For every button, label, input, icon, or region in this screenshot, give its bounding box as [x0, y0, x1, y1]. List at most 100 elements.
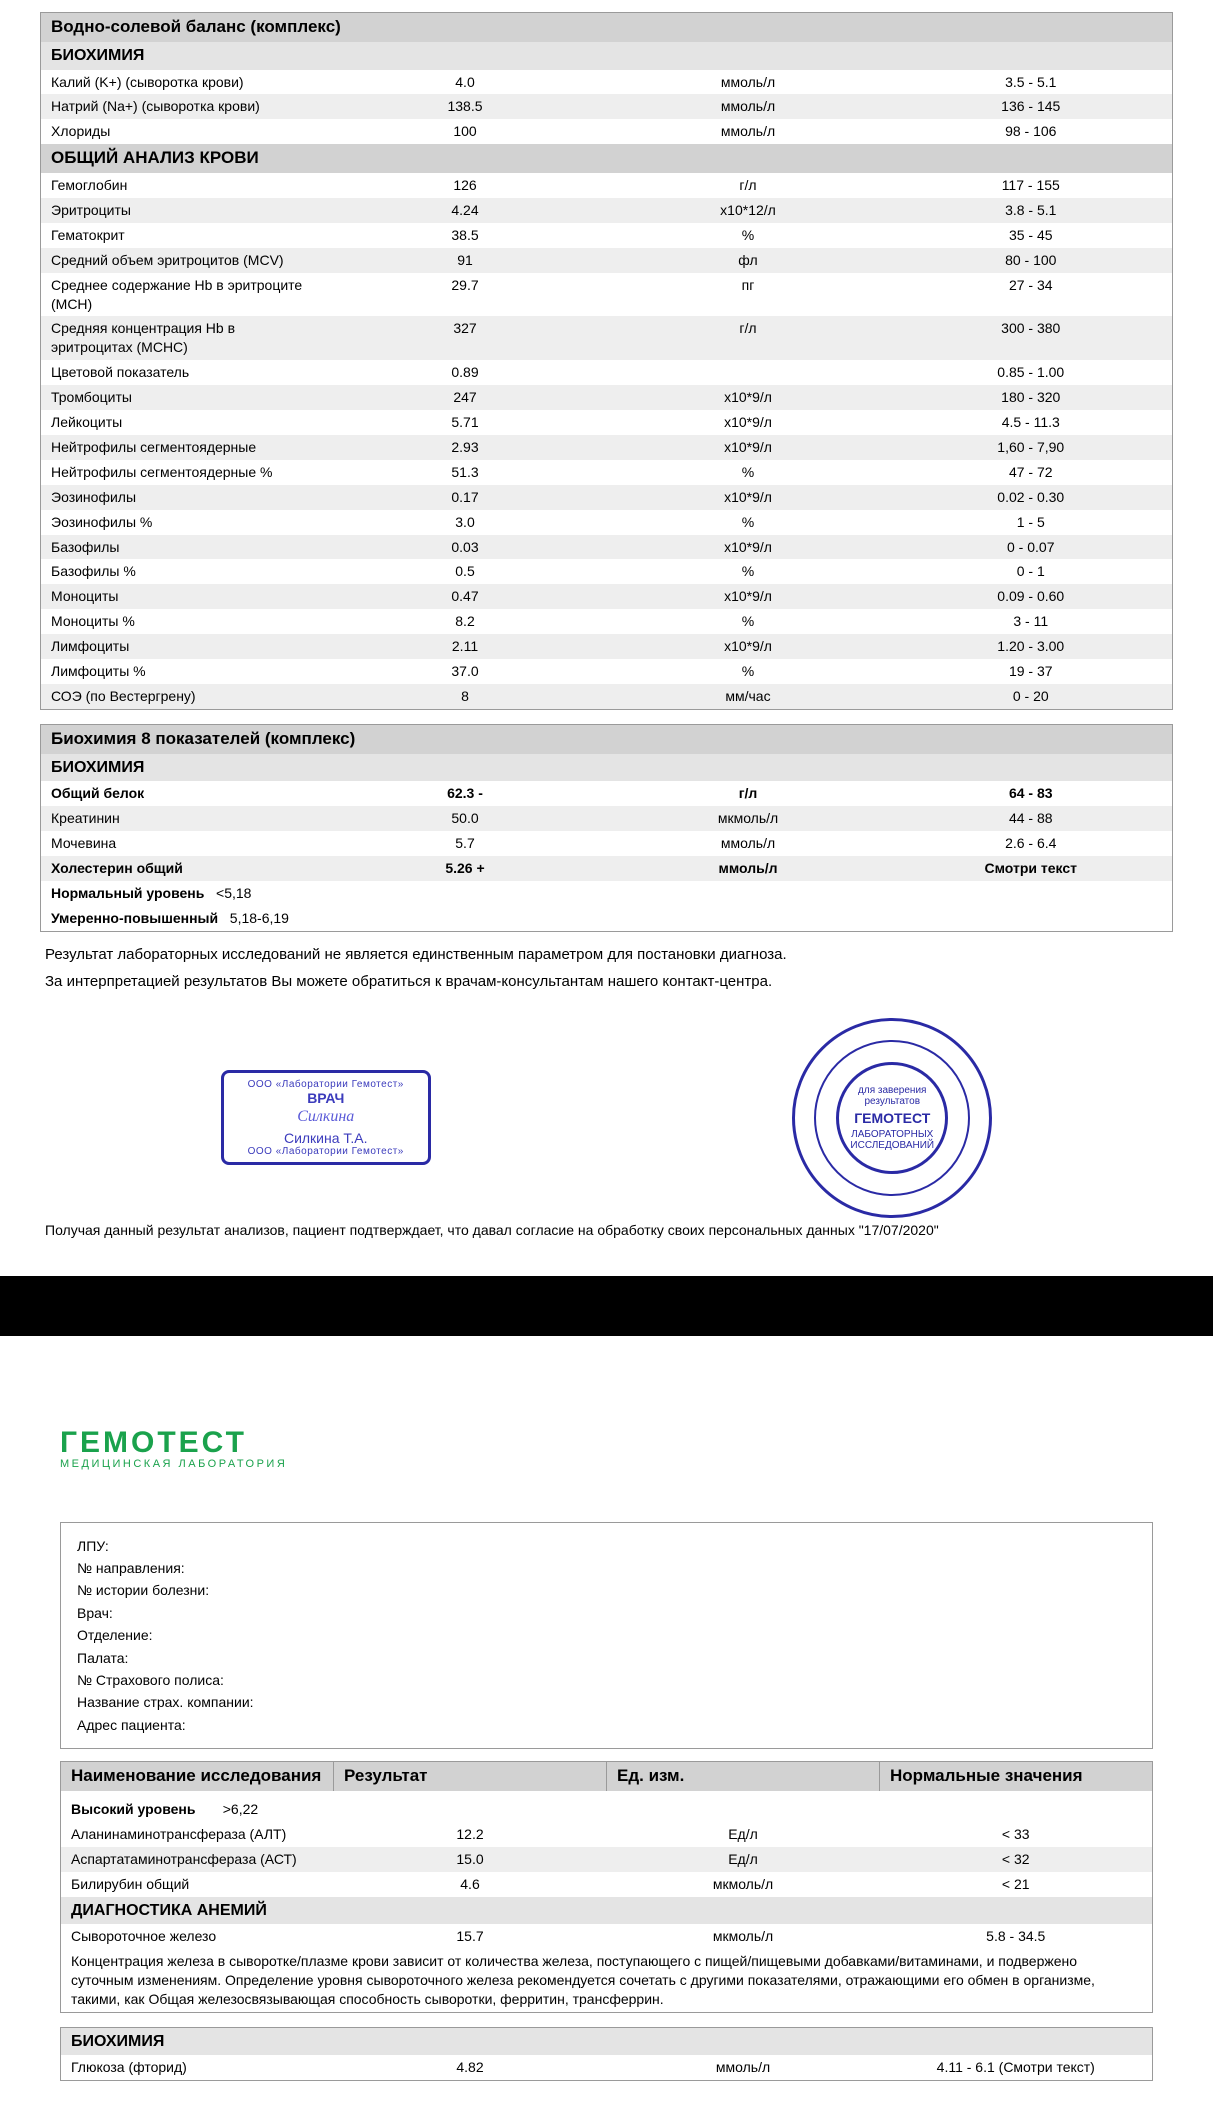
test-unit: %: [607, 460, 890, 485]
table-row: Аланинаминотрансфераза (АЛТ) 12.2 Ед/л <…: [61, 1822, 1153, 1847]
test-unit: [607, 360, 890, 385]
test-result: 0.17: [324, 485, 607, 510]
test-norm: < 33: [880, 1822, 1153, 1847]
section-title: ОБЩИЙ АНАЛИЗ КРОВИ: [41, 144, 1173, 173]
table-row: Гемоглобин 126 г/л 117 - 155: [41, 173, 1173, 198]
test-result: 0.03: [324, 535, 607, 560]
table-row: Общий белок 62.3 - г/л 64 - 83: [41, 781, 1173, 806]
test-name: Нейтрофилы сегментоядерные: [41, 435, 324, 460]
high-level-note: Высокий уровень >6,22: [61, 1797, 1153, 1822]
table-row: Эозинофилы 0.17 x10*9/л 0.02 - 0.30: [41, 485, 1173, 510]
results-table: Водно-солевой баланс (комплекс)БИОХИМИЯ …: [40, 12, 1173, 710]
test-unit: мм/час: [607, 684, 890, 709]
test-result: 51.3: [324, 460, 607, 485]
test-name: Эозинофилы: [41, 485, 324, 510]
test-unit: x10*9/л: [607, 410, 890, 435]
test-norm: 80 - 100: [890, 248, 1173, 273]
test-unit: ммоль/л: [607, 119, 890, 144]
disclaimer-2: За интерпретацией результатов Вы можете …: [45, 973, 1168, 990]
test-result: 0.5: [324, 559, 607, 584]
test-name: Лимфоциты %: [41, 659, 324, 684]
test-norm: < 21: [880, 1872, 1153, 1897]
test-norm: 35 - 45: [890, 223, 1173, 248]
test-norm: 3.5 - 5.1: [890, 70, 1173, 95]
test-name: Среднее содержание Hb в эритроците (MCH): [41, 273, 324, 317]
test-name: Средняя концентрация Hb в эритроцитах (M…: [41, 316, 324, 360]
test-unit: пг: [607, 273, 890, 317]
patient-meta-box: ЛПУ:№ направления:№ истории болезни:Врач…: [60, 1522, 1153, 1750]
table-row: Билирубин общий 4.6 мкмоль/л < 21: [61, 1872, 1153, 1897]
table-row: Моноциты % 8.2 % 3 - 11: [41, 609, 1173, 634]
test-norm: 3.8 - 5.1: [890, 198, 1173, 223]
test-name: Креатинин: [41, 806, 324, 831]
test-unit: Ед/л: [607, 1847, 880, 1872]
table-row: Калий (K+) (сыворотка крови) 4.0 ммоль/л…: [41, 70, 1173, 95]
test-norm: 4.11 - 6.1 (Смотри текст): [880, 2055, 1153, 2080]
test-result: 62.3 -: [324, 781, 607, 806]
test-unit: %: [607, 223, 890, 248]
meta-row: № истории болезни:: [77, 1579, 1136, 1601]
table-row: Гематокрит 38.5 % 35 - 45: [41, 223, 1173, 248]
test-name: Средний объем эритроцитов (MCV): [41, 248, 324, 273]
table-row: СОЭ (по Вестергрену) 8 мм/час 0 - 20: [41, 684, 1173, 709]
test-unit: г/л: [607, 781, 890, 806]
test-unit: мкмоль/л: [607, 806, 890, 831]
test-norm: 1.20 - 3.00: [890, 634, 1173, 659]
test-norm: 2.6 - 6.4: [890, 831, 1173, 856]
test-result: 4.24: [324, 198, 607, 223]
section-title: Водно-солевой баланс (комплекс): [41, 13, 1173, 42]
test-result: 12.2: [334, 1822, 607, 1847]
test-unit: ммоль/л: [607, 70, 890, 95]
test-unit: ммоль/л: [607, 856, 890, 881]
test-result: 8.2: [324, 609, 607, 634]
test-name: Калий (K+) (сыворотка крови): [41, 70, 324, 95]
test-result: 4.0: [324, 70, 607, 95]
test-norm: 4.5 - 11.3: [890, 410, 1173, 435]
test-result: 50.0: [324, 806, 607, 831]
test-result: 247: [324, 385, 607, 410]
test-norm: 5.8 - 34.5: [880, 1924, 1153, 1949]
test-unit: x10*12/л: [607, 198, 890, 223]
test-name: Сывороточное железо: [61, 1924, 334, 1949]
section-title: Биохимия 8 показателей (комплекс): [41, 724, 1173, 753]
test-result: 5.7: [324, 831, 607, 856]
table-row: Сывороточное железо 15.7 мкмоль/л 5.8 - …: [61, 1924, 1153, 1949]
test-norm: 0 - 20: [890, 684, 1173, 709]
table-row: Нейтрофилы сегментоядерные % 51.3 % 47 -…: [41, 460, 1173, 485]
test-unit: ммоль/л: [607, 2055, 880, 2080]
test-result: 5.26 +: [324, 856, 607, 881]
test-norm: 44 - 88: [890, 806, 1173, 831]
test-unit: x10*9/л: [607, 435, 890, 460]
test-name: Гемоглобин: [41, 173, 324, 198]
test-result: 2.93: [324, 435, 607, 460]
test-name: Базофилы: [41, 535, 324, 560]
test-name: Аспартатаминотрансфераза (АСТ): [61, 1847, 334, 1872]
test-result: 138.5: [324, 94, 607, 119]
result-note: Умеренно-повышенный 5,18-6,19: [41, 906, 1173, 931]
test-result: 38.5: [324, 223, 607, 248]
subsection-title: БИОХИМИЯ: [41, 754, 1173, 782]
test-norm: 19 - 37: [890, 659, 1173, 684]
test-name: Лимфоциты: [41, 634, 324, 659]
meta-row: Отделение:: [77, 1624, 1136, 1646]
test-name: Хлориды: [41, 119, 324, 144]
test-unit: %: [607, 559, 890, 584]
test-result: 126: [324, 173, 607, 198]
test-norm: 180 - 320: [890, 385, 1173, 410]
results-tables: Водно-солевой баланс (комплекс)БИОХИМИЯ …: [40, 12, 1173, 932]
test-norm: < 32: [880, 1847, 1153, 1872]
test-result: 327: [324, 316, 607, 360]
test-name: Базофилы %: [41, 559, 324, 584]
table-row: Эозинофилы % 3.0 % 1 - 5: [41, 510, 1173, 535]
test-name: Эозинофилы %: [41, 510, 324, 535]
test-result: 100: [324, 119, 607, 144]
meta-row: Название страх. компании:: [77, 1691, 1136, 1713]
table-row: Среднее содержание Hb в эритроците (MCH)…: [41, 273, 1173, 317]
subsection-title: БИОХИМИЯ: [41, 42, 1173, 70]
table-row: Лимфоциты % 37.0 % 19 - 37: [41, 659, 1173, 684]
table-row: Лейкоциты 5.71 x10*9/л 4.5 - 11.3: [41, 410, 1173, 435]
test-norm: 0.09 - 0.60: [890, 584, 1173, 609]
test-unit: мкмоль/л: [607, 1924, 880, 1949]
test-unit: г/л: [607, 173, 890, 198]
test-result: 5.71: [324, 410, 607, 435]
